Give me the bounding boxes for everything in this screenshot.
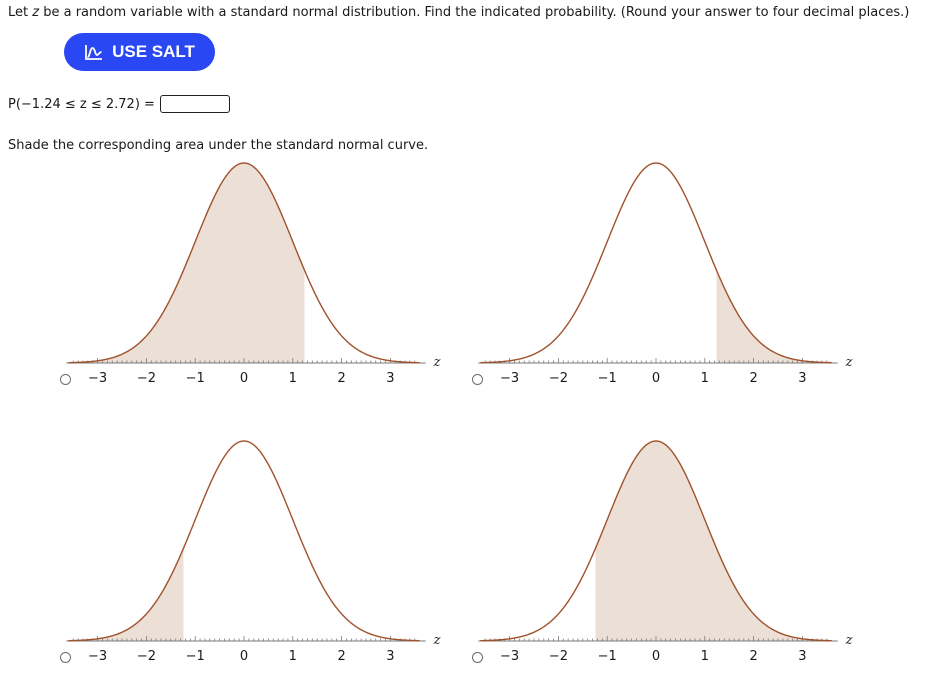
option-graph-1: −3 −2 −1 0 1 2 3 z	[60, 155, 460, 395]
probability-expression: P(−1.24 ≤ z ≤ 2.72) =	[8, 96, 155, 112]
shade-instruction: Shade the corresponding area under the s…	[8, 138, 429, 153]
normal-curve	[480, 440, 832, 642]
tick-label: −3	[500, 371, 519, 386]
normal-curve	[480, 162, 832, 364]
normal-curve-chart-2: −3 −2 −1 0 1 2 3 z	[478, 162, 853, 386]
tick-label: 3	[386, 649, 394, 664]
tick-label: −1	[186, 649, 205, 664]
normal-curve	[68, 440, 420, 642]
question-prompt: Let z be a random variable with a standa…	[8, 5, 909, 20]
shaded-area	[68, 548, 184, 641]
normal-curve-chart-1: −3 −2 −1 0 1 2 3 z	[66, 162, 441, 386]
tick-label: −2	[137, 649, 156, 664]
tick-label: 3	[386, 371, 394, 386]
tick-label: −2	[137, 371, 156, 386]
normal-curve-chart-4: −3 −2 −1 0 1 2 3 z	[478, 440, 853, 664]
prompt-variable: z	[32, 5, 40, 20]
salt-graph-icon	[85, 45, 103, 60]
axis-variable-label: z	[433, 633, 441, 648]
axis-variable-label: z	[845, 355, 853, 370]
option-graph-4: −3 −2 −1 0 1 2 3 z	[472, 433, 872, 673]
shaded-area	[716, 270, 832, 363]
shaded-area	[595, 441, 832, 641]
tick-label: −3	[88, 649, 107, 664]
axis-variable-label: z	[433, 355, 441, 370]
tick-label: 3	[798, 649, 806, 664]
prompt-before: Let	[8, 5, 33, 20]
axis-variable-label: z	[845, 633, 853, 648]
tick-label: −3	[88, 371, 107, 386]
option-radio-4[interactable]	[472, 652, 483, 663]
tick-label: 3	[798, 371, 806, 386]
probability-row: P(−1.24 ≤ z ≤ 2.72) =	[8, 93, 230, 115]
tick-label: −2	[549, 371, 568, 386]
tick-label: 0	[652, 371, 660, 386]
tick-label: 2	[337, 371, 345, 386]
option-graph-3: −3 −2 −1 0 1 2 3 z	[60, 433, 460, 673]
tick-label: 1	[289, 649, 297, 664]
prompt-after: be a random variable with a standard nor…	[39, 5, 910, 20]
option-radio-2[interactable]	[472, 374, 483, 385]
tick-label: 0	[240, 649, 248, 664]
tick-label: 2	[749, 649, 757, 664]
tick-label: −1	[598, 371, 617, 386]
normal-curve	[68, 162, 420, 364]
tick-label: 1	[701, 649, 709, 664]
option-radio-3[interactable]	[60, 652, 71, 663]
tick-label: 1	[289, 371, 297, 386]
tick-label: 0	[652, 649, 660, 664]
tick-label: −1	[186, 371, 205, 386]
normal-curve-chart-3: −3 −2 −1 0 1 2 3 z	[66, 440, 441, 664]
tick-label: 1	[701, 371, 709, 386]
probability-answer-input[interactable]	[159, 95, 230, 113]
tick-label: 0	[240, 371, 248, 386]
tick-label: 2	[749, 371, 757, 386]
use-salt-button[interactable]: USE SALT	[64, 33, 215, 71]
tick-label: 2	[337, 649, 345, 664]
use-salt-label: USE SALT	[112, 42, 195, 61]
shaded-area	[68, 163, 305, 363]
option-graph-2: −3 −2 −1 0 1 2 3 z	[472, 155, 872, 395]
tick-label: −1	[598, 649, 617, 664]
tick-label: −2	[549, 649, 568, 664]
option-radio-1[interactable]	[60, 374, 71, 385]
tick-label: −3	[500, 649, 519, 664]
